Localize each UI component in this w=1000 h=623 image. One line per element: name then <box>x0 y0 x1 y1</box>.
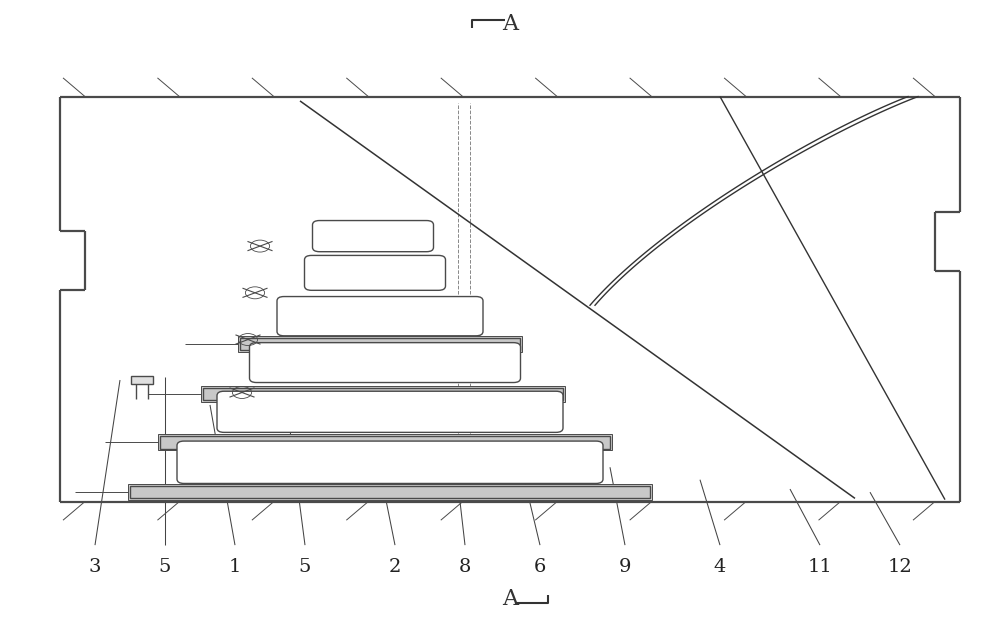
Text: A: A <box>502 12 518 35</box>
Bar <box>238 336 522 352</box>
Text: 4: 4 <box>714 558 726 576</box>
Bar <box>128 484 652 500</box>
Text: 5: 5 <box>159 558 171 576</box>
Text: 9: 9 <box>619 558 631 576</box>
FancyBboxPatch shape <box>304 255 446 290</box>
Text: 11: 11 <box>808 558 832 576</box>
Text: 3: 3 <box>89 558 101 576</box>
FancyBboxPatch shape <box>177 441 603 483</box>
Bar <box>240 338 520 350</box>
Text: 5: 5 <box>299 558 311 576</box>
Text: A: A <box>502 588 518 611</box>
FancyBboxPatch shape <box>277 297 483 336</box>
Bar <box>160 436 610 449</box>
FancyBboxPatch shape <box>312 221 434 252</box>
Bar <box>130 486 650 498</box>
Text: 12: 12 <box>888 558 912 576</box>
Bar <box>203 388 563 400</box>
Bar <box>158 434 612 450</box>
Text: 1: 1 <box>229 558 241 576</box>
FancyBboxPatch shape <box>217 391 563 432</box>
Text: 2: 2 <box>389 558 401 576</box>
FancyBboxPatch shape <box>250 343 520 383</box>
Text: 8: 8 <box>459 558 471 576</box>
Bar <box>131 376 153 384</box>
Text: 6: 6 <box>534 558 546 576</box>
Bar <box>201 386 565 402</box>
